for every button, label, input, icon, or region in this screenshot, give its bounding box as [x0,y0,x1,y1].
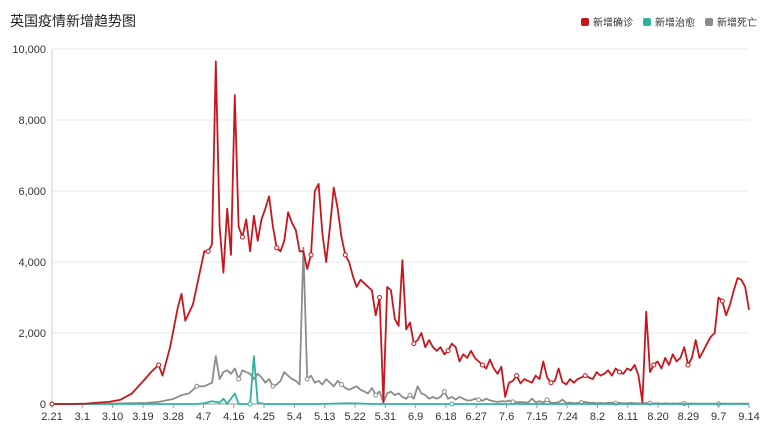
legend-item-confirmed[interactable]: 新增确诊 [581,14,633,29]
data-point[interactable] [236,376,242,382]
x-tick-label: 9.7 [711,411,726,423]
data-point[interactable] [445,348,451,354]
data-point[interactable] [617,369,623,375]
x-tick-label: 7.15 [526,411,547,423]
x-tick-label: 9.14 [738,411,759,423]
data-point[interactable] [156,362,162,368]
data-point[interactable] [411,341,417,347]
x-tick-label: 2.21 [41,411,62,423]
x-tick-label: 3.19 [132,411,153,423]
data-point[interactable] [49,401,55,407]
x-tick-label: 8.2 [590,411,605,423]
chart-title: 英国疫情新增趋势图 [10,13,136,29]
data-point[interactable] [476,397,482,403]
y-tick-label: 8,000 [18,115,46,127]
legend: 新增确诊 新增治愈 新增死亡 [581,14,757,29]
legend-swatch-deaths [705,17,713,26]
data-point[interactable] [544,397,550,403]
data-point[interactable] [548,380,554,386]
series-line-1 [52,355,749,405]
data-point[interactable] [449,401,455,407]
x-tick-label: 5.13 [314,411,335,423]
series-line-0 [52,60,750,405]
x-tick-label: 6.18 [435,411,456,423]
x-tick-label: 5.31 [375,411,396,423]
series-layer [49,60,750,407]
y-tick-label: 6,000 [18,186,46,198]
x-tick-label: 8.11 [617,411,638,423]
data-point[interactable] [377,295,383,300]
y-tick-label: 0 [40,399,46,411]
data-point[interactable] [194,383,200,389]
y-tick-label: 10,000 [12,44,46,56]
x-tick-label: 5.22 [344,411,365,423]
y-tick-label: 2,000 [18,328,46,340]
data-point[interactable] [719,298,725,304]
data-point[interactable] [514,373,520,379]
data-point[interactable] [685,362,691,368]
data-point[interactable] [239,234,245,240]
series-line-2 [52,246,750,405]
x-tick-label: 8.20 [647,411,668,423]
x-tick-label: 6.9 [408,411,423,423]
axis-layer: 0 2,000 4,000 6,000 8,000 10,000 2.21 3.1 3.10 3.… [12,44,759,423]
x-tick-label: 6.27 [466,411,487,423]
x-tick-label: 4.25 [253,411,274,423]
data-point[interactable] [270,383,276,389]
grid-layer [52,48,749,334]
data-point[interactable] [342,252,348,258]
x-tick-label: 3.28 [163,411,184,423]
x-tick-label: 4.7 [196,411,211,423]
data-point[interactable] [407,392,413,398]
data-point[interactable] [479,362,485,368]
legend-label-deaths: 新增死亡 [717,18,757,29]
x-tick-label: 7.24 [556,411,577,423]
x-tick-label: 3.10 [102,411,123,423]
x-tick-label: 4.16 [223,411,244,423]
data-point[interactable] [304,376,310,382]
data-point[interactable] [338,381,344,387]
legend-item-recovered[interactable]: 新增治愈 [643,14,695,29]
x-tick-label: 5.4 [287,411,302,423]
data-point[interactable] [247,401,253,407]
y-tick-label: 4,000 [18,257,46,269]
data-point[interactable] [274,245,280,251]
x-tick-label: 8.29 [678,411,699,423]
data-point[interactable] [373,392,379,398]
data-point[interactable] [308,252,314,258]
data-point[interactable] [205,248,211,254]
legend-label-recovered: 新增治愈 [655,18,695,29]
data-point[interactable] [441,389,447,395]
x-tick-label: 7.6 [499,411,514,423]
legend-item-deaths[interactable]: 新增死亡 [705,14,757,29]
legend-swatch-recovered [643,17,651,26]
legend-label-confirmed: 新增确诊 [593,18,633,29]
x-tick-label: 3.1 [75,411,90,423]
legend-swatch-confirmed [581,17,589,26]
data-point[interactable] [651,362,657,368]
data-point[interactable] [582,373,588,379]
